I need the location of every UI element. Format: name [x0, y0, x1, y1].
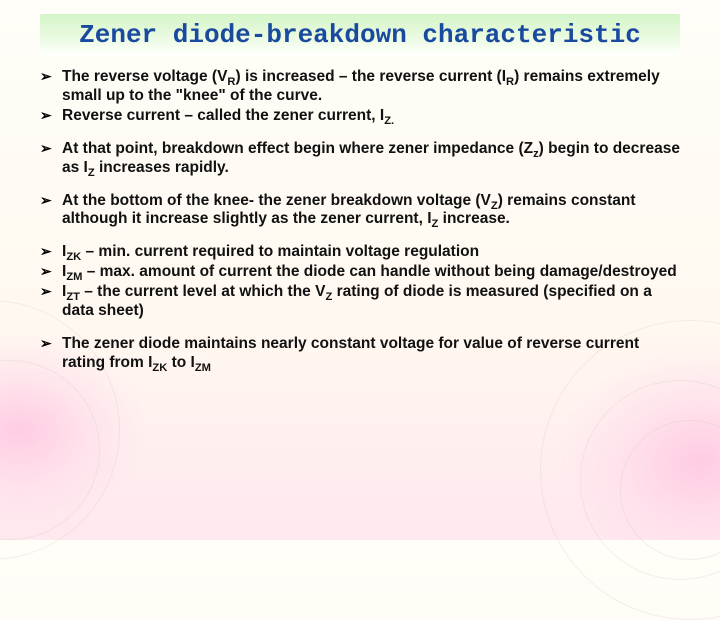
list-item: Reverse current – called the zener curre… — [38, 107, 682, 126]
list-item: At that point, breakdown effect begin wh… — [38, 140, 682, 178]
title-container: Zener diode-breakdown characteristic — [0, 0, 720, 64]
list-item: IZM – max. amount of current the diode c… — [38, 263, 682, 282]
bullet-group: The reverse voltage (VR) is increased – … — [38, 68, 682, 126]
bullet-group: At that point, breakdown effect begin wh… — [38, 140, 682, 178]
list-item: IZT – the current level at which the VZ … — [38, 283, 682, 321]
bullet-group: The zener diode maintains nearly constan… — [38, 335, 682, 373]
bullet-group: IZK – min. current required to maintain … — [38, 243, 682, 321]
page-title: Zener diode-breakdown characteristic — [40, 14, 680, 56]
list-item: IZK – min. current required to maintain … — [38, 243, 682, 262]
list-item: At the bottom of the knee- the zener bre… — [38, 192, 682, 230]
list-item: The reverse voltage (VR) is increased – … — [38, 68, 682, 106]
bullet-group: At the bottom of the knee- the zener bre… — [38, 192, 682, 230]
bullet-content: The reverse voltage (VR) is increased – … — [0, 64, 720, 373]
list-item: The zener diode maintains nearly constan… — [38, 335, 682, 373]
